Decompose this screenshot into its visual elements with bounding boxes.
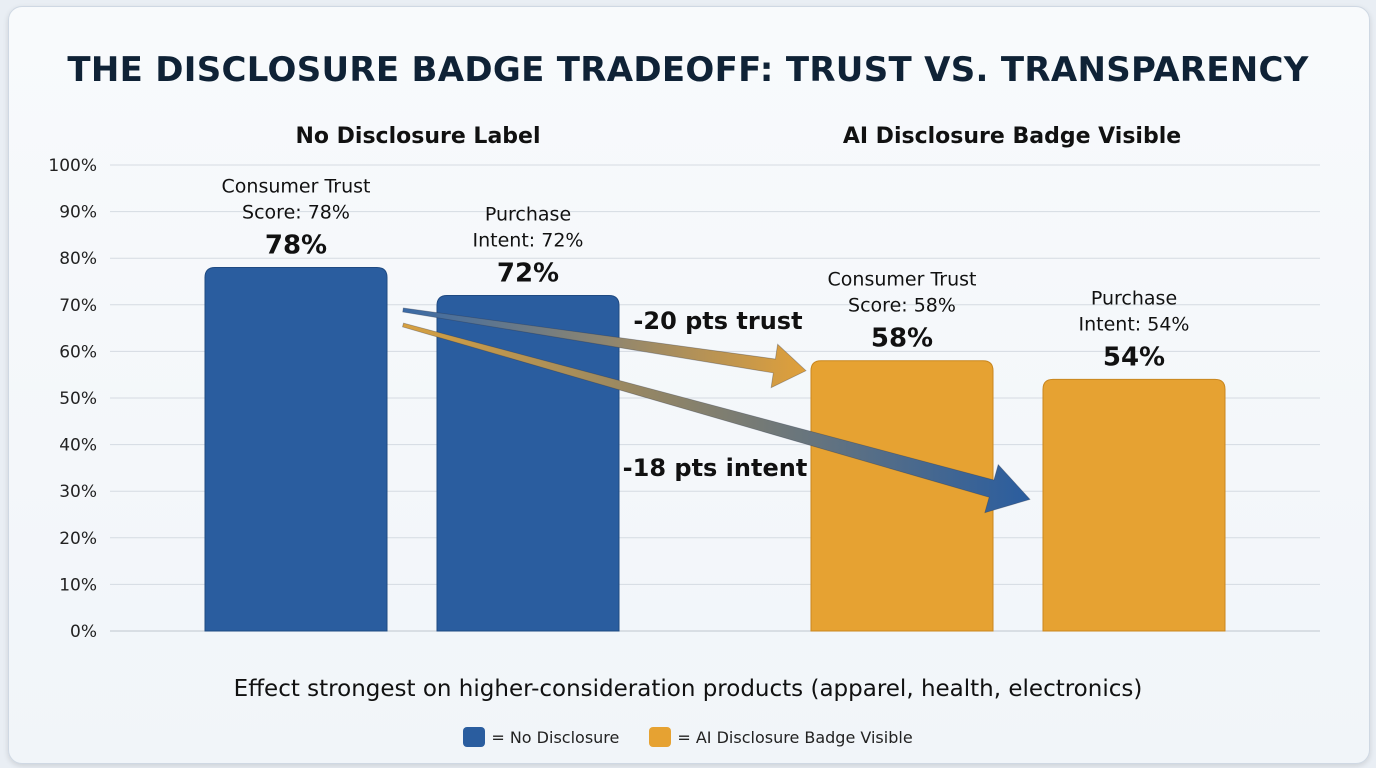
footnote: Effect strongest on higher-consideration… bbox=[233, 676, 1143, 702]
bar bbox=[436, 294, 620, 632]
bar-value-label: 54% bbox=[1103, 342, 1165, 372]
bar bbox=[1042, 378, 1226, 632]
group-title-ai-disclosure: AI Disclosure Badge Visible bbox=[842, 124, 1182, 149]
y-tick-label: 90% bbox=[59, 203, 97, 223]
annotation-intent: -18 pts intent bbox=[623, 454, 808, 482]
group-title-no-disclosure: No Disclosure Label bbox=[295, 124, 541, 149]
arrow-intent bbox=[402, 322, 1031, 514]
y-tick-label: 30% bbox=[59, 482, 97, 502]
annotation-trust: -20 pts trust bbox=[633, 307, 802, 335]
bar-label: Purchase bbox=[1091, 287, 1177, 309]
y-tick-label: 40% bbox=[59, 436, 97, 456]
legend-swatch-no-disclosure bbox=[463, 727, 486, 747]
bar-value-label: 78% bbox=[265, 231, 327, 261]
legend-swatch-ai-disclosure bbox=[649, 727, 672, 747]
bar-label: Score: 78% bbox=[242, 202, 350, 224]
legend-item-ai-disclosure: = AI Disclosure Badge Visible bbox=[649, 727, 913, 747]
legend-label-ai-disclosure: = AI Disclosure Badge Visible bbox=[677, 727, 913, 747]
bar-value-label: 58% bbox=[871, 324, 933, 354]
y-tick-label: 10% bbox=[59, 575, 97, 595]
arrow-trust bbox=[402, 307, 807, 389]
chart-title: THE DISCLOSURE BADGE TRADEOFF: TRUST VS.… bbox=[67, 50, 1309, 90]
bar-label: Consumer Trust bbox=[222, 176, 371, 198]
bar-value-label: 72% bbox=[497, 258, 559, 288]
y-tick-label: 80% bbox=[59, 249, 97, 269]
legend: = No Disclosure = AI Disclosure Badge Vi… bbox=[0, 727, 1376, 747]
y-tick-label: 100% bbox=[48, 156, 97, 176]
bar bbox=[204, 267, 388, 632]
legend-item-no-disclosure: = No Disclosure bbox=[463, 727, 619, 747]
y-tick-label: 0% bbox=[70, 622, 97, 642]
y-tick-label: 50% bbox=[59, 389, 97, 409]
bar-label: Intent: 54% bbox=[1079, 313, 1190, 335]
bar-label: Purchase bbox=[485, 203, 571, 225]
y-tick-label: 20% bbox=[59, 529, 97, 549]
legend-label-no-disclosure: = No Disclosure bbox=[491, 727, 620, 747]
bar bbox=[810, 360, 994, 632]
y-tick-label: 60% bbox=[59, 342, 97, 362]
y-tick-label: 70% bbox=[59, 296, 97, 316]
bar-label: Intent: 72% bbox=[473, 229, 584, 251]
bar-label: Consumer Trust bbox=[828, 269, 977, 291]
bar-label: Score: 58% bbox=[848, 295, 956, 317]
